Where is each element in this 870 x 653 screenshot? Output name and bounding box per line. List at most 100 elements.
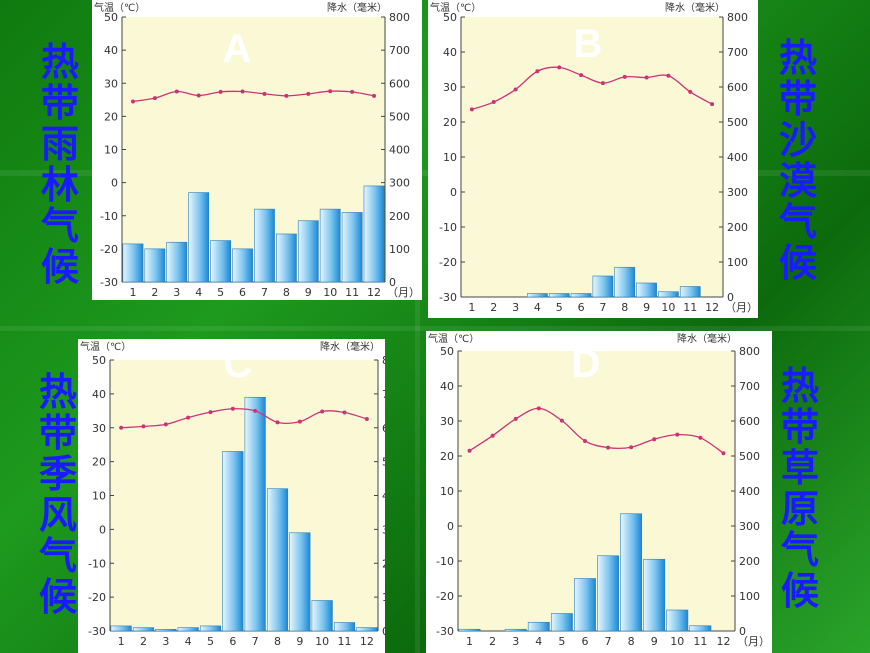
month-tick-label: 11 <box>338 635 352 648</box>
month-tick-label: 12 <box>705 301 719 314</box>
temperature-point <box>284 93 289 98</box>
temperature-axis-title: 气温（℃） <box>94 1 145 14</box>
temperature-point <box>186 415 191 420</box>
precipitation-tick-label: 200 <box>382 557 385 570</box>
month-tick-label: 9 <box>305 286 312 299</box>
label-tropical-savanna: 热带草原气候 <box>780 364 819 613</box>
temperature-point <box>196 93 201 98</box>
temperature-tick-label: 50 <box>443 11 457 24</box>
precipitation-tick-label: 0 <box>727 291 734 304</box>
temperature-tick-label: 40 <box>104 44 118 57</box>
climate-chart-b-svg: 气温（℃） 降水（毫米）50403020100-10-20-30800700600… <box>430 1 758 314</box>
temperature-tick-label: 10 <box>104 144 118 157</box>
month-tick-label: 1 <box>129 286 136 299</box>
month-tick-label: 5 <box>207 635 214 648</box>
plot-area <box>122 17 385 282</box>
temperature-tick-label: 40 <box>443 46 457 59</box>
temperature-point <box>559 418 564 423</box>
temperature-point <box>372 93 377 98</box>
precipitation-bar <box>155 629 177 632</box>
temperature-tick-label: -20 <box>436 590 454 603</box>
precipitation-tick-label: 700 <box>739 380 760 393</box>
month-tick-label: 10 <box>661 301 675 314</box>
label-tropical-desert: 热带沙漠气候 <box>778 36 817 285</box>
precipitation-bar <box>110 625 132 632</box>
month-tick-label: 6 <box>581 635 588 648</box>
temperature-point <box>629 445 634 450</box>
precipitation-tick-label: 800 <box>389 11 410 24</box>
temperature-tick-label: -20 <box>439 256 457 269</box>
month-tick-label: 12 <box>360 635 374 648</box>
temperature-tick-label: -10 <box>100 210 118 223</box>
temperature-tick-label: 0 <box>447 520 454 533</box>
precipitation-bar <box>319 208 341 283</box>
climate-chart-d: 气温（℃） 降水（毫米） 50 40 30 20 10 0 -10 -20 -30 800 700 600… <box>426 331 772 653</box>
precipitation-bar <box>275 233 297 283</box>
month-tick-label: 12 <box>716 635 730 648</box>
precipitation-bar <box>574 578 596 632</box>
temperature-tick-label: 10 <box>443 151 457 164</box>
month-tick-label: 3 <box>162 635 169 648</box>
precipitation-bar <box>643 558 666 632</box>
temperature-point <box>240 89 245 94</box>
chart-letter: D <box>572 342 601 386</box>
background-stripe-vertical <box>415 0 420 653</box>
temperature-tick-label: -20 <box>88 591 106 604</box>
temperature-tick-label: 0 <box>99 523 106 536</box>
temperature-point <box>208 410 213 415</box>
temperature-point <box>622 74 627 79</box>
month-tick-label: 3 <box>173 286 180 299</box>
month-tick-label: 6 <box>229 635 236 648</box>
temperature-point <box>152 96 157 101</box>
precipitation-tick-label: 200 <box>389 210 410 223</box>
temperature-tick-label: 0 <box>450 186 457 199</box>
precipitation-tick-label: 800 <box>739 345 760 358</box>
month-unit-label: （月） <box>737 635 770 648</box>
precipitation-bar <box>297 220 319 283</box>
temperature-tick-label: 20 <box>443 116 457 129</box>
temperature-point <box>342 410 347 415</box>
precipitation-tick-label: 800 <box>382 354 385 367</box>
month-unit-label: （月） <box>725 301 758 314</box>
temperature-point <box>218 89 223 94</box>
temperature-point <box>644 75 649 80</box>
precipitation-tick-label: 600 <box>389 77 410 90</box>
month-tick-label: 7 <box>605 635 612 648</box>
temperature-tick-label: 50 <box>92 354 106 367</box>
precipitation-tick-label: 0 <box>739 625 746 638</box>
temperature-point <box>579 73 584 78</box>
month-tick-label: 7 <box>261 286 268 299</box>
temperature-point <box>163 422 168 427</box>
precipitation-tick-label: 300 <box>382 523 385 536</box>
temperature-axis-title: 气温（℃） <box>80 340 131 353</box>
temperature-point <box>710 102 715 107</box>
precipitation-bar <box>199 625 222 632</box>
temperature-point <box>130 99 135 104</box>
month-tick-label: 1 <box>468 301 475 314</box>
temperature-point <box>490 433 495 438</box>
precipitation-tick-label: 400 <box>382 490 385 503</box>
label-tropical-rainforest: 热带雨林气候 <box>40 40 79 289</box>
precipitation-bar <box>592 275 614 298</box>
month-tick-label: 9 <box>643 301 650 314</box>
precipitation-bar <box>689 625 712 632</box>
precipitation-bar <box>356 627 378 632</box>
temperature-point <box>119 425 124 430</box>
month-tick-label: 3 <box>512 635 519 648</box>
month-tick-label: 4 <box>535 635 542 648</box>
label-tropical-monsoon: 热带季风气候 <box>38 370 77 619</box>
temperature-tick-label: 50 <box>440 345 454 358</box>
temperature-point <box>174 89 179 94</box>
temperature-tick-label: 30 <box>443 81 457 94</box>
temperature-point <box>606 445 611 450</box>
plot-area <box>458 351 735 631</box>
temperature-tick-label: 10 <box>92 490 106 503</box>
precipitation-bar <box>244 396 266 632</box>
temperature-tick-label: -20 <box>100 243 118 256</box>
month-tick-label: 6 <box>239 286 246 299</box>
precipitation-bar <box>166 241 188 283</box>
temperature-tick-label: 10 <box>440 485 454 498</box>
temperature-point <box>666 73 671 78</box>
temperature-tick-label: 20 <box>440 450 454 463</box>
temperature-tick-label: 50 <box>104 11 118 24</box>
